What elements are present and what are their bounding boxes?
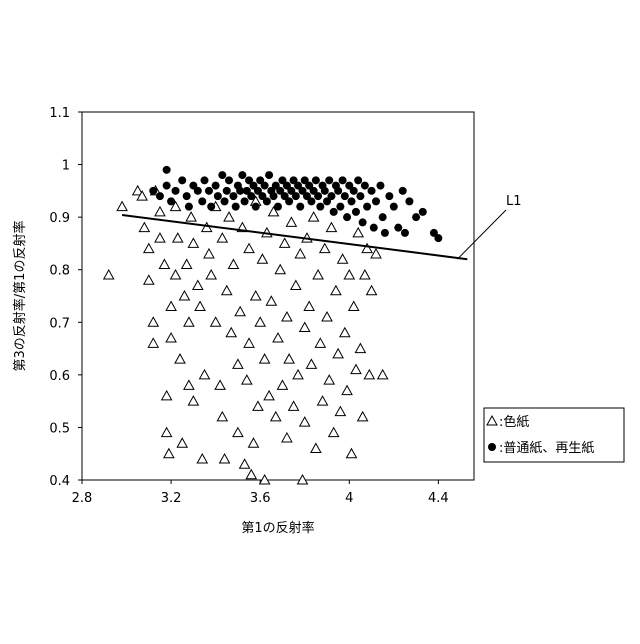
- circle-point: [434, 234, 442, 242]
- y-tick-label: 0.5: [49, 421, 70, 436]
- circle-point: [341, 192, 349, 200]
- circle-point: [359, 218, 367, 226]
- circle-point: [363, 203, 371, 211]
- circle-point: [149, 187, 157, 195]
- circle-point: [390, 203, 398, 211]
- circle-point: [325, 176, 333, 184]
- y-tick-label: 0.4: [49, 474, 70, 489]
- circle-point: [394, 224, 402, 232]
- circle-point: [156, 192, 164, 200]
- circle-point: [183, 192, 191, 200]
- circle-point: [241, 197, 249, 205]
- y-tick-label: 0.9: [49, 211, 70, 226]
- circle-point: [178, 176, 186, 184]
- circle-point: [198, 197, 206, 205]
- circle-point: [356, 192, 364, 200]
- x-tick-label: 3.6: [250, 491, 271, 506]
- chart: 第1の反射率 第3の反射率/第1の反射率 0.4 0.5 0.6 0.7 0.8 0.9 1…: [0, 0, 640, 640]
- circle-point: [205, 187, 213, 195]
- y-tick-label: 1: [62, 159, 70, 174]
- circle-point: [372, 197, 380, 205]
- circle-point: [214, 192, 222, 200]
- circle-point: [163, 182, 171, 190]
- circle-point: [292, 192, 300, 200]
- circle-point: [327, 192, 335, 200]
- circle-point: [352, 208, 360, 216]
- background: [0, 0, 640, 640]
- circle-point: [405, 197, 413, 205]
- circle-point: [307, 197, 315, 205]
- circle-point: [263, 197, 271, 205]
- x-tick-label: 4.4: [428, 491, 449, 506]
- circle-point: [229, 192, 237, 200]
- circle-point: [368, 187, 376, 195]
- circle-point: [296, 203, 304, 211]
- circle-point: [270, 192, 278, 200]
- circle-point: [350, 187, 358, 195]
- x-tick-label: 4: [345, 491, 353, 506]
- y-tick-label: 0.8: [49, 264, 70, 279]
- circle-point: [172, 187, 180, 195]
- circle-point: [265, 171, 273, 179]
- circle-point: [252, 203, 260, 211]
- circle-point: [419, 208, 427, 216]
- circle-point: [330, 208, 338, 216]
- circle-point: [218, 171, 226, 179]
- circle-point: [381, 229, 389, 237]
- circle-point: [201, 176, 209, 184]
- y-axis-label: 第3の反射率/第1の反射率: [12, 221, 28, 372]
- circle-point: [232, 203, 240, 211]
- circle-point: [412, 213, 420, 221]
- circle-point: [207, 203, 215, 211]
- circle-point: [361, 182, 369, 190]
- circle-point: [336, 203, 344, 211]
- y-tick-label: 0.6: [49, 369, 70, 384]
- annotation-label: L1: [506, 194, 522, 209]
- circle-point: [343, 213, 351, 221]
- legend-label: :色紙: [499, 414, 529, 430]
- circle-point: [379, 213, 387, 221]
- circle-point: [247, 192, 255, 200]
- circle-point: [261, 182, 269, 190]
- circle-point: [385, 192, 393, 200]
- circle-point: [339, 176, 347, 184]
- y-tick-label: 0.7: [49, 316, 70, 331]
- legend-marker: [488, 443, 496, 451]
- x-tick-label: 2.8: [72, 491, 93, 506]
- circle-point: [334, 187, 342, 195]
- circle-point: [194, 187, 202, 195]
- circle-point: [316, 203, 324, 211]
- circle-point: [370, 224, 378, 232]
- circle-point: [167, 197, 175, 205]
- circle-point: [185, 203, 193, 211]
- circle-point: [223, 187, 231, 195]
- circle-point: [354, 176, 362, 184]
- legend-label: :普通紙、再生紙: [499, 441, 594, 456]
- circle-point: [274, 203, 282, 211]
- circle-point: [163, 166, 171, 174]
- x-axis-label: 第1の反射率: [241, 520, 314, 536]
- circle-point: [312, 176, 320, 184]
- x-tick-label: 3.2: [161, 491, 182, 506]
- circle-point: [212, 182, 220, 190]
- circle-point: [401, 229, 409, 237]
- circle-point: [238, 171, 246, 179]
- circle-point: [285, 197, 293, 205]
- circle-point: [376, 182, 384, 190]
- circle-point: [314, 192, 322, 200]
- circle-point: [399, 187, 407, 195]
- circle-point: [221, 197, 229, 205]
- circle-point: [348, 197, 356, 205]
- circle-point: [321, 187, 329, 195]
- y-tick-label: 1.1: [49, 106, 70, 121]
- circle-point: [225, 176, 233, 184]
